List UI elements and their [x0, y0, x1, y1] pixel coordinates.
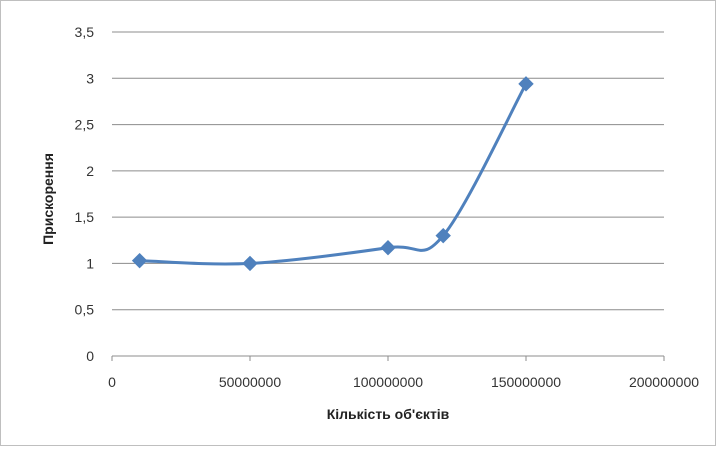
- y-tick-label: 1: [86, 255, 94, 271]
- markers-group: [131, 76, 534, 272]
- grid: [112, 31, 664, 311]
- data-point-marker: [131, 252, 148, 269]
- y-tick-label: 1,5: [75, 209, 95, 225]
- data-point-marker: [242, 255, 258, 272]
- y-axis-title: Прискорення: [40, 153, 56, 245]
- x-tick-label: 150000000: [491, 374, 561, 390]
- y-tick-label: 3,5: [75, 24, 95, 40]
- y-tick-label: 3: [86, 70, 94, 86]
- x-tick-label: 0: [108, 374, 116, 390]
- y-tick-label: 2: [86, 163, 94, 179]
- data-point-marker: [380, 239, 396, 256]
- x-tick-labels: 0 50000000 100000000 150000000 200000000: [108, 374, 699, 390]
- y-tick-labels: 0 0,5 1 1,5 2 2,5 3 3,5: [75, 24, 95, 364]
- series-line: [138, 82, 528, 266]
- y-tick-label: 0,5: [75, 302, 95, 318]
- x-axis-title: Кількість об'єктів: [327, 406, 450, 422]
- data-point-marker: [435, 227, 451, 244]
- y-tick-label: 0: [86, 348, 94, 364]
- x-tick-label: 200000000: [629, 374, 699, 390]
- axes: [111, 355, 665, 361]
- series-group: [138, 82, 528, 266]
- x-tick-label: 100000000: [353, 374, 423, 390]
- data-point-marker: [518, 76, 534, 92]
- y-tick-label: 2,5: [75, 117, 95, 133]
- x-tick-label: 50000000: [219, 374, 282, 390]
